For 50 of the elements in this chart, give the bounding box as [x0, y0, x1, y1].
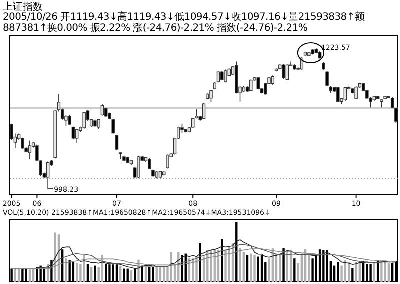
- bar: [388, 263, 390, 282]
- candlestick: [148, 158, 152, 170]
- bar: [54, 232, 56, 282]
- candlestick: [286, 64, 290, 81]
- bar: [130, 270, 133, 282]
- candlestick: [137, 155, 140, 179]
- candlestick: [75, 128, 79, 144]
- candlestick: [100, 104, 104, 116]
- bar: [210, 250, 212, 282]
- bar: [196, 256, 198, 282]
- bar: [14, 268, 17, 282]
- bar: [144, 267, 148, 282]
- bar: [76, 263, 78, 282]
- candlestick: [344, 86, 348, 102]
- bar: [120, 266, 122, 282]
- bar: [254, 255, 256, 282]
- bar: [355, 262, 358, 282]
- bar: [250, 254, 252, 282]
- candlestick: [202, 102, 206, 120]
- candlestick: [271, 75, 275, 86]
- bar: [224, 250, 227, 282]
- candlestick: [118, 152, 122, 160]
- chart-subtitle: 2005/10/26 开1119.43↓高1119.43↓低1094.57↓收1097.16↓量21593838↑额887381↑换0.00% 振2.22% 涨(-24.76)-2.21% 指数(-24.76)-2.21%: [3, 12, 366, 34]
- candlestick: [192, 118, 195, 128]
- bar: [242, 252, 245, 282]
- bar: [239, 248, 242, 282]
- candlestick: [210, 90, 213, 103]
- bar: [28, 268, 32, 282]
- candlestick: [28, 140, 32, 160]
- bar: [32, 268, 35, 282]
- bar: [90, 267, 93, 282]
- candlestick: [166, 154, 170, 170]
- candlestick: [46, 161, 50, 180]
- candlestick: [282, 64, 286, 80]
- candlestick: [82, 112, 86, 130]
- bar: [18, 268, 20, 282]
- candlestick: [112, 118, 115, 134]
- candlestick: [326, 71, 329, 87]
- candlestick: [250, 79, 253, 92]
- bar: [358, 262, 362, 282]
- candlestick: [354, 86, 358, 100]
- bar: [65, 258, 68, 282]
- bar: [83, 255, 86, 282]
- chart-title: 上证指数: [3, 0, 43, 13]
- bar: [380, 262, 383, 282]
- candlestick: [336, 86, 340, 103]
- candlestick: [72, 126, 76, 140]
- candlestick: [224, 69, 228, 84]
- bar: [373, 262, 376, 282]
- bar: [384, 262, 386, 282]
